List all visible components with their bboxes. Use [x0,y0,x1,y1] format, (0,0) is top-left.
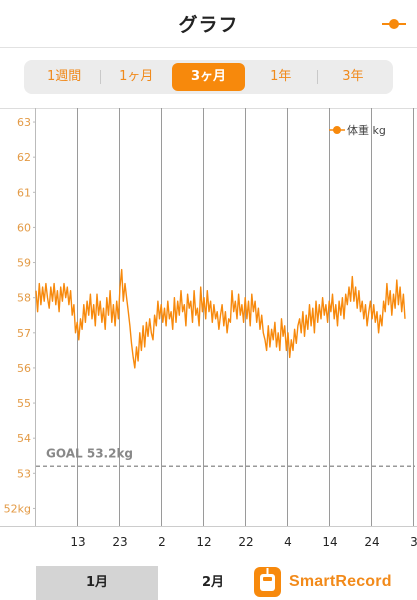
x-tick-label: 24 [364,535,379,549]
y-tick-label: 61 [17,186,31,199]
y-tick-label: 54 [17,432,31,445]
y-tick-label: 62 [17,151,31,164]
x-tick-label: 4 [284,535,292,549]
y-tick-label: 56 [17,362,31,375]
bottom-bar: 1月 2月 SmartRecord [0,564,417,600]
y-tick-label: 60 [17,221,31,234]
legend-line-icon[interactable] [381,14,407,34]
x-tick-label: 23 [112,535,127,549]
tab-3-months[interactable]: 3ヶ月 [172,63,245,91]
brand-logo: SmartRecord [254,564,392,600]
x-tick-label: 3 [410,535,417,549]
tab-1-week[interactable]: 1週間 [46,69,82,84]
weight-chart[interactable]: 13 23 2 12 22 4 14 24 3 63 62 61 60 59 58 57 56 55 54 53 52k… [0,108,417,558]
y-tick-label: 53 [17,467,31,480]
tab-1-month[interactable]: 1ヶ月 [100,63,172,91]
y-tick-label: 63 [17,116,31,129]
header: グラフ [0,0,417,48]
scale-app-icon [254,567,281,597]
x-tick-label: 12 [196,535,211,549]
y-tick-label: 59 [17,257,31,270]
weight-series-line [35,268,406,369]
x-tick-label: 14 [322,535,337,549]
legend-label: 体重 kg [347,123,386,137]
period-segmented-control: 1週間 1ヶ月 3ヶ月 1年 3年 [24,60,393,94]
x-tick-label: 2 [158,535,166,549]
page-title: グラフ [178,14,239,36]
y-tick-label: 58 [17,292,31,305]
legend-marker-icon [333,126,341,134]
brand-name: SmartRecord [289,573,392,590]
x-tick-label: 13 [70,535,85,549]
weight-chart-svg[interactable]: 13 23 2 12 22 4 14 24 3 63 62 61 60 59 58 57 56 55 54 53 52k… [0,108,417,558]
x-tick-label: 22 [238,535,253,549]
month-tab-january[interactable]: 1月 [36,566,158,600]
goal-label: GOAL 53.2kg [46,446,133,460]
tab-1-year[interactable]: 1年 [270,69,292,84]
y-tick-label: 52kg [4,502,31,515]
y-tick-label: 55 [17,397,31,410]
y-tick-label: 57 [17,327,31,340]
tab-3-years[interactable]: 3年 [316,63,389,91]
month-tab-february[interactable]: 2月 [201,575,225,590]
